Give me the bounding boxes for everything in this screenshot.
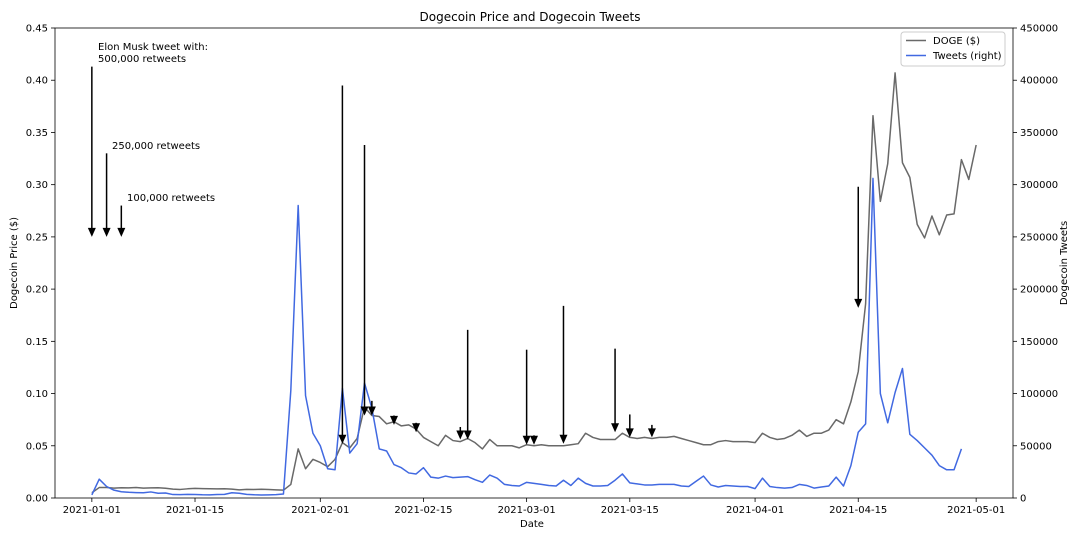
x-axis: 2021-01-01 2021-01-15 2021-02-01 2021-02-15… <box>63 498 1005 516</box>
x-tick-label: 2021-01-15 <box>166 505 224 516</box>
annotation-500k-line1: Elon Musk tweet with: <box>98 42 208 53</box>
x-tick-label: 2021-05-01 <box>947 505 1005 516</box>
y-left-tick-label: 0.40 <box>26 76 48 87</box>
y-axis-right-label: Dogecoin Tweets <box>1059 221 1070 305</box>
legend: DOGE ($) Tweets (right) <box>900 31 1006 67</box>
tweet-arrow-head <box>456 430 465 440</box>
tweet-arrow-head <box>559 434 568 444</box>
tweet-arrow <box>463 329 472 440</box>
y-right-tick-label: 150000 <box>1020 337 1058 348</box>
chart-title: Dogecoin Price and Dogecoin Tweets <box>420 10 641 24</box>
annotation-500k-line2: 500,000 retweets <box>98 54 186 65</box>
plot-area <box>87 66 977 496</box>
tweet-arrow <box>559 305 568 444</box>
doge-price-line <box>91 72 977 494</box>
y-left-tick-label: 0.10 <box>26 389 48 400</box>
x-axis-label: Date <box>520 519 544 530</box>
y-left-tick-label: 0.35 <box>26 128 48 139</box>
x-tick-label: 2021-02-15 <box>394 505 452 516</box>
tweet-arrow-head <box>854 298 863 308</box>
tweet-arrow <box>102 153 111 237</box>
tweet-arrow <box>530 435 538 445</box>
tweets-line <box>91 177 963 496</box>
y-axis-left-label: Dogecoin Price ($) <box>9 217 20 309</box>
y-right-tick-label: 350000 <box>1020 128 1058 139</box>
tweet-arrow-head <box>530 435 538 445</box>
tweet-arrow <box>87 66 96 237</box>
tweet-arrow-head <box>611 423 620 433</box>
x-tick-label: 2021-03-01 <box>498 505 556 516</box>
tweet-arrow <box>412 422 421 433</box>
tweet-arrow-head <box>412 423 421 433</box>
x-tick-label: 2021-02-01 <box>291 505 349 516</box>
tweet-arrow <box>625 414 634 438</box>
tweet-arrow-head <box>367 406 376 416</box>
tweet-arrow <box>389 415 398 425</box>
y-right-tick-label: 200000 <box>1020 285 1058 296</box>
y-left-tick-label: 0.15 <box>26 337 48 348</box>
y-axis-left: 0.00 0.05 0.10 0.15 0.20 0.25 0.30 0.35 0.40 0.45 <box>26 24 55 505</box>
legend-box <box>900 31 1006 67</box>
tweet-arrow-head <box>625 428 634 438</box>
tweet-arrow <box>611 348 620 433</box>
tweet-arrow-head <box>389 415 398 425</box>
annotations: Elon Musk tweet with: 500,000 retweets 2… <box>98 42 215 204</box>
y-left-tick-label: 0.20 <box>26 285 48 296</box>
y-left-tick-label: 0.05 <box>26 441 48 452</box>
x-tick-label: 2021-01-01 <box>63 505 121 516</box>
y-right-tick-label: 0 <box>1020 494 1026 505</box>
y-left-tick-label: 0.45 <box>26 24 48 35</box>
y-right-tick-label: 300000 <box>1020 180 1058 191</box>
annotation-250k: 250,000 retweets <box>112 141 200 152</box>
tweet-arrow <box>117 205 126 237</box>
tweet-arrow-head <box>647 428 656 438</box>
plot-frame <box>54 27 1014 499</box>
y-right-tick-label: 100000 <box>1020 389 1058 400</box>
x-tick-label: 2021-04-01 <box>726 505 784 516</box>
tweet-arrow-head <box>102 227 111 237</box>
y-right-tick-label: 400000 <box>1020 76 1058 87</box>
y-right-tick-label: 250000 <box>1020 232 1058 243</box>
tweet-arrow-head <box>360 406 369 416</box>
tweet-arrow <box>456 426 465 440</box>
y-right-tick-label: 50000 <box>1020 441 1052 452</box>
x-tick-label: 2021-04-15 <box>829 505 887 516</box>
tweet-arrow <box>522 349 531 445</box>
y-axis-right: 0 50000 100000 150000 200000 250000 300000 3500… <box>1013 24 1058 505</box>
y-left-tick-label: 0.30 <box>26 180 48 191</box>
tweet-arrow <box>854 186 863 308</box>
tweet-arrow <box>647 424 656 438</box>
tweet-arrow-head <box>87 227 96 237</box>
tweet-arrow-head <box>463 430 472 440</box>
y-right-tick-label: 450000 <box>1020 24 1058 35</box>
tweet-arrow <box>338 85 347 444</box>
tweet-arrow-head <box>338 434 347 444</box>
tweet-arrow-head <box>522 435 531 445</box>
y-left-tick-label: 0.25 <box>26 232 48 243</box>
legend-entry-tweets: Tweets (right) <box>932 51 1002 62</box>
x-tick-label: 2021-03-15 <box>601 505 659 516</box>
tweet-arrow <box>367 400 376 416</box>
tweet-arrow-head <box>117 227 126 237</box>
annotation-100k: 100,000 retweets <box>127 193 215 204</box>
tweet-arrow <box>360 144 369 416</box>
y-left-tick-label: 0.00 <box>26 494 48 505</box>
legend-entry-doge: DOGE ($) <box>933 36 980 47</box>
